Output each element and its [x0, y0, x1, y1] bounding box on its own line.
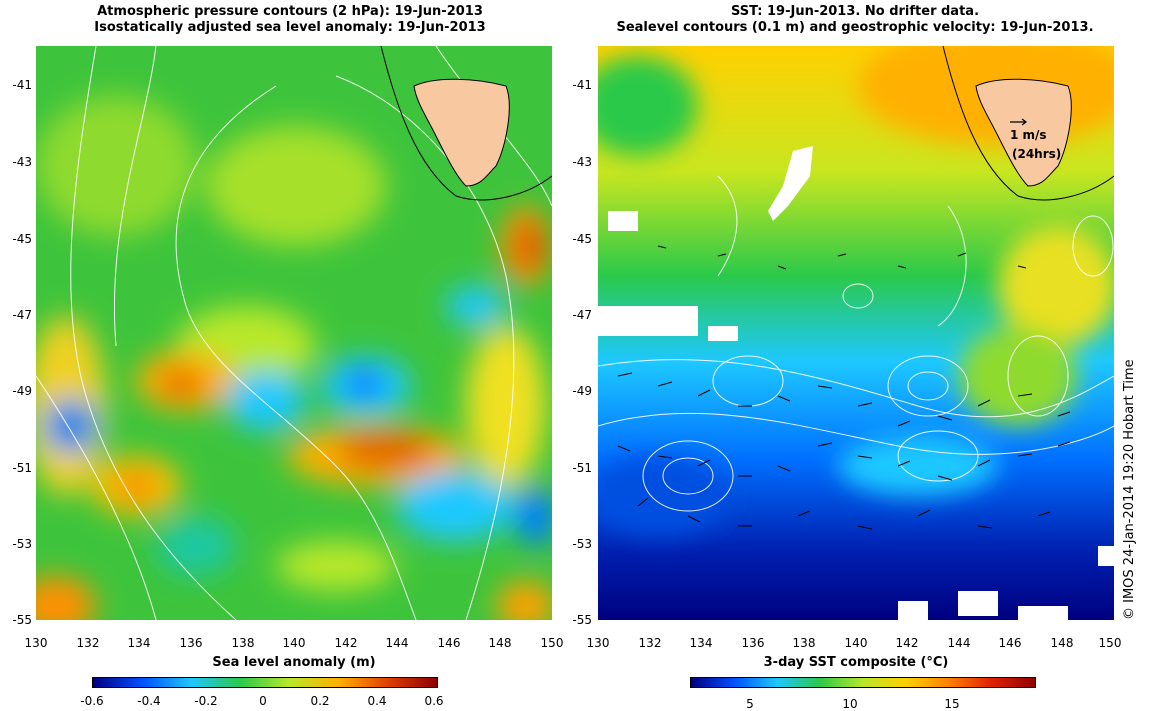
lon-label: 148 [488, 636, 512, 650]
colorbar-tick: -0.6 [80, 694, 104, 708]
lat-label: -53 [572, 537, 592, 551]
right-title-line1: SST: 19-Jun-2013. No drifter data. [730, 4, 980, 19]
lat-label: -47 [12, 308, 32, 322]
lon-label: 150 [540, 636, 564, 650]
lat-label: -43 [572, 155, 592, 169]
lon-label: 140 [282, 636, 306, 650]
sst-map [598, 46, 1114, 620]
lat-label: -41 [12, 78, 32, 92]
colorbar-tick: 0.6 [424, 694, 444, 708]
lon-label: 142 [895, 636, 919, 650]
lon-label: 138 [231, 636, 255, 650]
lon-label: 134 [127, 636, 151, 650]
lon-label: 134 [689, 636, 713, 650]
left-axis-label: Sea level anomaly (m) [212, 655, 376, 670]
colorbar-tick: -0.4 [137, 694, 161, 708]
velocity-scale-sublabel: (24hrs) [1012, 147, 1062, 161]
lon-label: 138 [792, 636, 816, 650]
lon-label: 132 [76, 636, 100, 650]
lon-label: 144 [947, 636, 971, 650]
lon-label: 142 [334, 636, 358, 650]
lon-label: 132 [638, 636, 662, 650]
lat-label: -55 [12, 613, 32, 627]
colorbar-tick: -0.2 [194, 694, 218, 708]
lon-label: 146 [998, 636, 1022, 650]
colorbar-tick: 0 [259, 694, 267, 708]
lat-label: -55 [572, 613, 592, 627]
lat-label: -45 [572, 232, 592, 246]
lat-label: -51 [572, 461, 592, 475]
lon-label: 148 [1050, 636, 1074, 650]
lon-label: 136 [741, 636, 765, 650]
credit-text: © IMOS 24-Jan-2014 19:20 Hobart Time [1122, 359, 1137, 620]
lat-label: -45 [12, 232, 32, 246]
lat-label: -43 [12, 155, 32, 169]
lat-label: -41 [572, 78, 592, 92]
lat-label: -53 [12, 537, 32, 551]
lat-label: -51 [12, 461, 32, 475]
lon-label: 140 [844, 636, 868, 650]
lon-label: 130 [586, 636, 610, 650]
sea-level-anomaly-map [36, 46, 552, 620]
lon-label: 144 [385, 636, 409, 650]
colorbar-tick: 5 [746, 697, 754, 711]
colorbar-tick: 15 [944, 697, 960, 711]
lat-label: -49 [572, 384, 592, 398]
lat-label: -47 [572, 308, 592, 322]
left-title-line2: Isostatically adjusted sea level anomaly… [94, 20, 486, 35]
colorbar-tick: 10 [842, 697, 858, 711]
right-colorbar [690, 677, 1036, 688]
colorbar-tick: 0.4 [367, 694, 387, 708]
left-colorbar [92, 677, 438, 688]
lon-label: 130 [24, 636, 48, 650]
left-title: Atmospheric pressure contours (2 hPa): 1… [40, 4, 540, 36]
lon-label: 146 [437, 636, 461, 650]
colorbar-tick: 0.2 [310, 694, 330, 708]
right-axis-label: 3-day SST composite (°C) [763, 655, 949, 670]
lon-label: 136 [179, 636, 203, 650]
velocity-scale-label: 1 m/s [1010, 128, 1047, 142]
lat-label: -49 [12, 384, 32, 398]
right-title: SST: 19-Jun-2013. No drifter data. Seale… [600, 4, 1110, 36]
left-title-line1: Atmospheric pressure contours (2 hPa): 1… [97, 4, 483, 19]
lon-label: 150 [1098, 636, 1122, 650]
right-title-line2: Sealevel contours (0.1 m) and geostrophi… [616, 20, 1094, 35]
